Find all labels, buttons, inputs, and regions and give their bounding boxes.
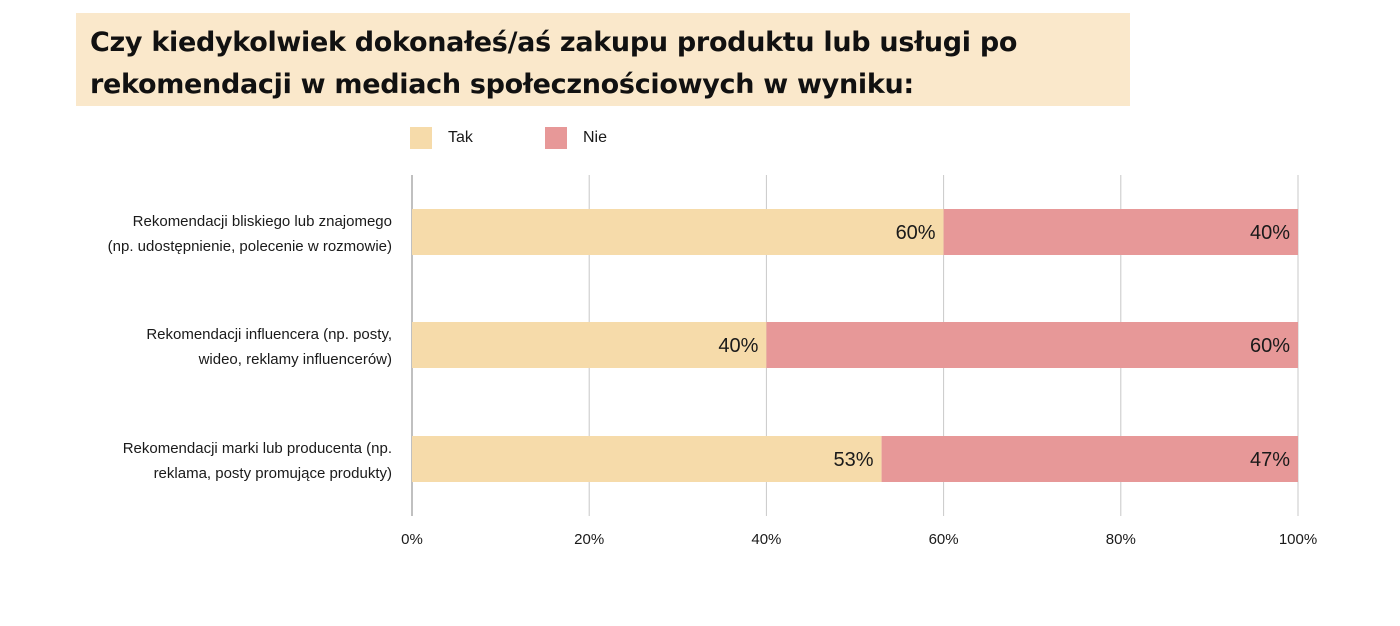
legend-label-tak: Tak — [448, 129, 473, 146]
x-tick-label-100: 100% — [1279, 531, 1317, 548]
bar-nie-1 — [943, 209, 1298, 255]
category-label-3-line-2: reklama, posty promujące produkty) — [154, 465, 392, 482]
category-label-2-line-1: Rekomendacji influencera (np. posty, — [146, 326, 392, 343]
data-label-nie-1: 40% — [1250, 222, 1290, 244]
chart-title-line-2: rekomendacji w mediach społecznościowych… — [90, 69, 914, 100]
x-tick-label-60: 60% — [929, 531, 959, 548]
category-label-1-line-1: Rekomendacji bliskiego lub znajomego — [133, 213, 392, 230]
data-label-tak-3: 53% — [834, 449, 874, 471]
data-label-tak-1: 60% — [896, 222, 936, 244]
x-tick-label-80: 80% — [1106, 531, 1136, 548]
bar-tak-1 — [412, 209, 944, 255]
legend-swatch-tak — [410, 127, 432, 149]
chart-title: Czy kiedykolwiek dokonałeś/aś zakupu pro… — [90, 22, 1116, 106]
bar-tak-3 — [412, 436, 882, 482]
chart-title-line-1: Czy kiedykolwiek dokonałeś/aś zakupu pro… — [90, 27, 1018, 58]
category-label-2-line-2: wideo, reklamy influencerów) — [198, 351, 392, 368]
chart-title-box: Czy kiedykolwiek dokonałeś/aś zakupu pro… — [76, 13, 1130, 106]
x-tick-label-40: 40% — [751, 531, 781, 548]
x-tick-label-20: 20% — [574, 531, 604, 548]
legend-label-nie: Nie — [583, 129, 608, 146]
data-label-tak-2: 40% — [718, 335, 758, 357]
data-label-nie-2: 60% — [1250, 335, 1290, 357]
category-label-3-line-1: Rekomendacji marki lub producenta (np. — [123, 440, 392, 457]
bar-nie-2 — [766, 322, 1298, 368]
data-label-nie-3: 47% — [1250, 449, 1290, 471]
bar-tak-2 — [412, 322, 767, 368]
x-tick-label-0: 0% — [401, 531, 423, 548]
category-label-1-line-2: (np. udostępnienie, polecenie w rozmowie… — [108, 238, 392, 255]
legend-swatch-nie — [545, 127, 567, 149]
bar-nie-3 — [881, 436, 1298, 482]
